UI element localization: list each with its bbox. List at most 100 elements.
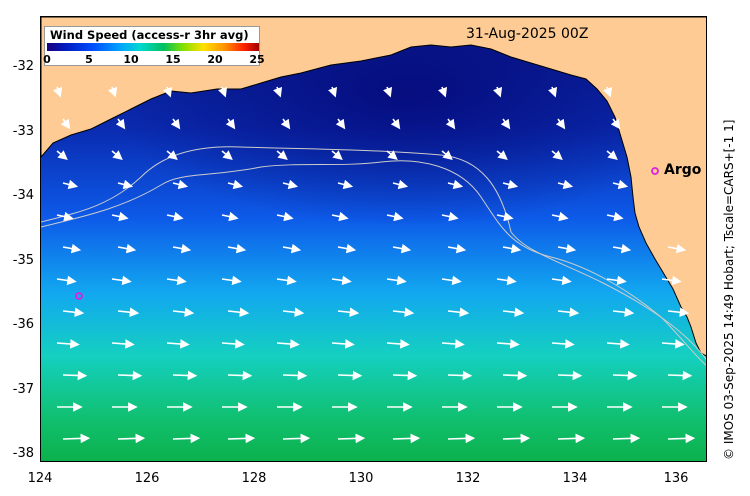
wind-arrow: [551, 339, 575, 349]
wind-arrow: [115, 118, 126, 130]
x-tick-label: 132: [455, 471, 481, 486]
y-tick-label: -34: [12, 188, 34, 203]
legend-tick: 15: [165, 53, 181, 66]
wind-arrow: [496, 150, 508, 161]
wind-arrow: [331, 150, 343, 161]
wind-arrow: [386, 275, 407, 286]
wind-arrow: [166, 339, 190, 349]
wind-arrow: [227, 433, 256, 444]
wind-arrow: [557, 370, 583, 381]
wind-arrow: [551, 150, 563, 161]
x-tick-label: 134: [562, 471, 588, 486]
wind-arrow: [227, 370, 253, 381]
wind-arrow: [392, 243, 412, 254]
wind-arrow: [56, 211, 74, 222]
wind-arrow: [276, 211, 294, 222]
wind-arrow: [62, 179, 79, 190]
wind-arrow: [172, 370, 198, 381]
wind-arrow: [227, 307, 250, 318]
wind-arrow: [606, 150, 618, 161]
wind-arrow: [612, 307, 635, 318]
wind-arrow: [282, 370, 308, 381]
wind-arrow: [493, 86, 503, 98]
wind-arrow: [117, 307, 140, 318]
wind-arrow: [111, 275, 132, 286]
wind-arrow: [447, 307, 470, 318]
wind-arrow: [557, 307, 580, 318]
wind-arrow: [282, 243, 302, 254]
credit-text: © IMOS 03-Sep-2025 14:49 Hobart; Tscale=…: [722, 119, 736, 460]
wind-arrow: [172, 243, 192, 254]
wind-arrow: [447, 433, 476, 444]
y-tick-label: -33: [12, 124, 34, 139]
wind-arrow: [276, 275, 297, 286]
wind-arrow: [392, 370, 418, 381]
wind-arrow: [328, 86, 338, 98]
wind-arrow: [221, 339, 245, 349]
wind-arrow: [117, 433, 146, 444]
wind-arrow: [62, 370, 88, 381]
wind-arrow: [62, 243, 82, 254]
wind-arrow: [557, 243, 577, 254]
wind-arrow: [218, 86, 228, 98]
wind-arrow: [386, 339, 410, 349]
wind-arrow: [282, 433, 311, 444]
wind-arrow: [337, 243, 357, 254]
x-tick-label: 136: [663, 471, 689, 486]
y-tick-label: -38: [12, 446, 34, 461]
wind-arrow: [612, 433, 641, 444]
wind-arrow: [166, 150, 178, 161]
wind-arrow: [62, 307, 85, 318]
wind-arrow: [612, 243, 632, 254]
wind-arrow: [392, 179, 409, 190]
wind-arrow: [496, 339, 520, 349]
wind-arrow: [502, 370, 528, 381]
wind-arrow: [661, 275, 682, 286]
wind-arrow: [555, 118, 566, 130]
wind-arrow: [337, 433, 366, 444]
x-tick-label: 130: [348, 471, 374, 486]
wind-arrow: [221, 211, 239, 222]
legend-tick: 20: [207, 53, 223, 66]
wind-arrow: [447, 243, 467, 254]
wind-arrow: [117, 243, 137, 254]
wind-arrow: [282, 179, 299, 190]
wind-arrow: [170, 118, 181, 130]
wind-arrow: [117, 370, 143, 381]
isobath-contour-inner: [41, 160, 706, 366]
wind-arrow: [166, 211, 184, 222]
wind-arrow: [331, 211, 349, 222]
wind-arrow: [390, 118, 401, 130]
colorbar: [47, 43, 259, 51]
wind-arrow: [441, 211, 459, 222]
wind-arrow: [166, 275, 187, 286]
x-tick-label: 124: [27, 471, 53, 486]
wind-arrow: [386, 211, 404, 222]
argo-label: Argo: [664, 162, 702, 178]
wind-arrow: [612, 179, 629, 190]
wind-arrow: [667, 243, 687, 254]
wind-arrow: [117, 179, 134, 190]
wind-arrow: [447, 370, 473, 381]
legend-tick: 10: [123, 53, 139, 66]
wind-arrow: [557, 433, 586, 444]
wind-arrow: [225, 118, 236, 130]
wind-arrow: [163, 86, 173, 98]
legend-title: Wind Speed (access-r 3hr avg): [50, 28, 249, 42]
wind-arrow: [496, 275, 517, 286]
wind-arrow: [280, 118, 291, 130]
date-label: 31-Aug-2025 00Z: [466, 26, 589, 42]
wind-arrow: [496, 211, 514, 222]
wind-arrow: [331, 339, 355, 349]
wind-arrow: [383, 86, 393, 98]
wind-arrow: [282, 307, 305, 318]
wind-arrow: [551, 211, 569, 222]
wind-arrow: [56, 275, 77, 286]
wind-arrow: [56, 150, 68, 161]
wind-arrow: [331, 275, 352, 286]
wind-map: [41, 17, 706, 461]
map-frame: [40, 16, 707, 462]
wind-arrow: [667, 370, 693, 381]
wind-arrow: [108, 86, 118, 98]
y-tick-label: -35: [12, 253, 34, 268]
